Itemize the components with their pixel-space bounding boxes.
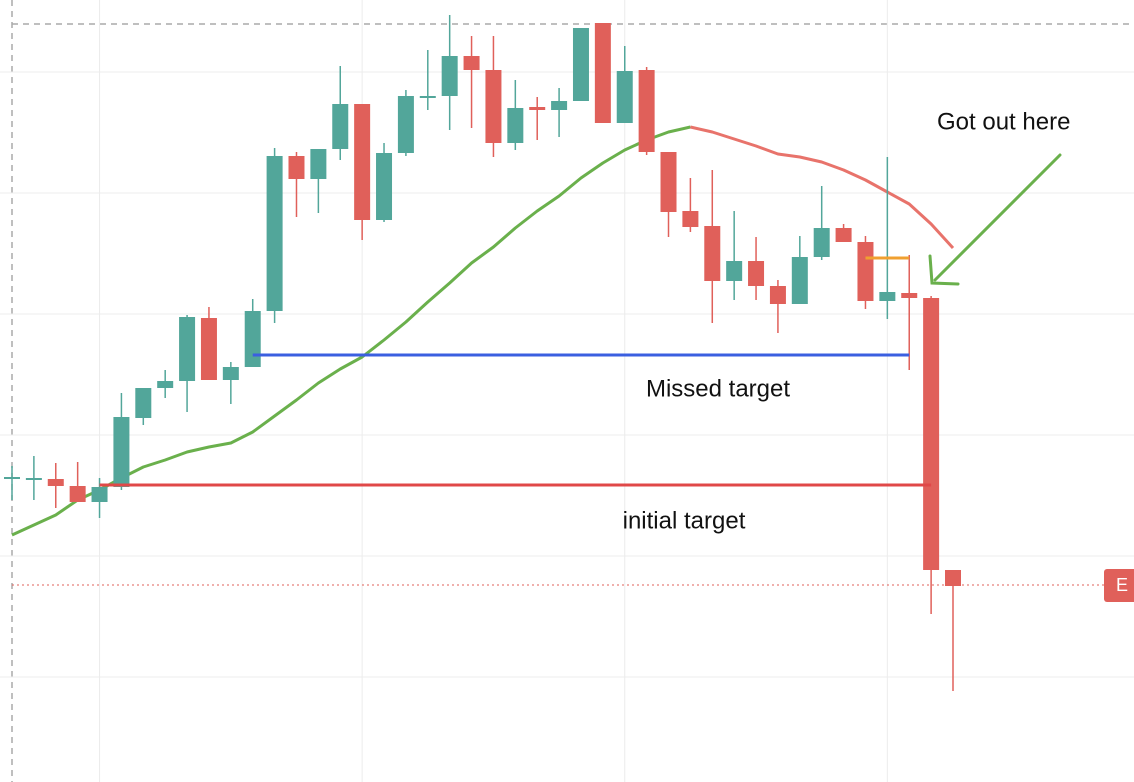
candle-body: [25, 478, 42, 480]
candle-body: [901, 293, 918, 298]
candle-body: [726, 261, 743, 281]
arrow: [928, 153, 1062, 286]
candle-body: [222, 367, 239, 380]
candle-body: [551, 101, 568, 110]
annotation: Missed target: [646, 375, 790, 402]
candle-body: [879, 292, 896, 301]
price-badge: [1104, 569, 1134, 602]
candle-body: [354, 104, 371, 220]
candle-body: [616, 71, 633, 123]
candle-body: [769, 286, 786, 304]
candle-body: [179, 317, 196, 381]
moving-average: [690, 125, 955, 250]
candle-body: [923, 298, 940, 570]
candle-body: [835, 228, 852, 242]
candle-body: [507, 108, 524, 143]
candle-body: [135, 388, 152, 418]
candle-body: [288, 156, 305, 179]
candle-body: [441, 56, 458, 96]
candle-body: [157, 381, 174, 388]
candle-body: [463, 56, 480, 70]
candle-body: [69, 486, 86, 502]
annotation: initial target: [623, 507, 746, 534]
candle-body: [638, 70, 655, 152]
candle-body: [813, 228, 830, 257]
candle-body: [704, 226, 721, 281]
candle-body: [945, 570, 961, 586]
candle-body: [660, 152, 677, 212]
candle-body: [244, 311, 261, 367]
arrow-head: [928, 254, 960, 286]
candle-body: [113, 417, 130, 487]
candle-body: [332, 104, 349, 149]
candle-body: [310, 149, 327, 179]
price-badge-label: E: [1116, 575, 1128, 595]
candle-body: [572, 28, 589, 101]
candle-body: [419, 96, 436, 98]
candle-body: [529, 107, 546, 110]
candle-body: [791, 257, 808, 304]
annotation: Got out here: [937, 108, 1070, 135]
candle-body: [376, 153, 393, 220]
candle-body: [200, 318, 217, 380]
candle-body: [682, 211, 699, 227]
plot: [4, 15, 961, 691]
candle-body: [397, 96, 414, 153]
candle-body: [857, 242, 874, 301]
candle-body: [91, 487, 108, 502]
candle-body: [4, 477, 20, 479]
candle-body: [594, 23, 611, 123]
candle-body: [485, 70, 502, 143]
candle-body: [748, 261, 765, 286]
candle-body: [266, 156, 283, 311]
arrow-shaft: [933, 153, 1062, 282]
candle-body: [47, 479, 64, 486]
